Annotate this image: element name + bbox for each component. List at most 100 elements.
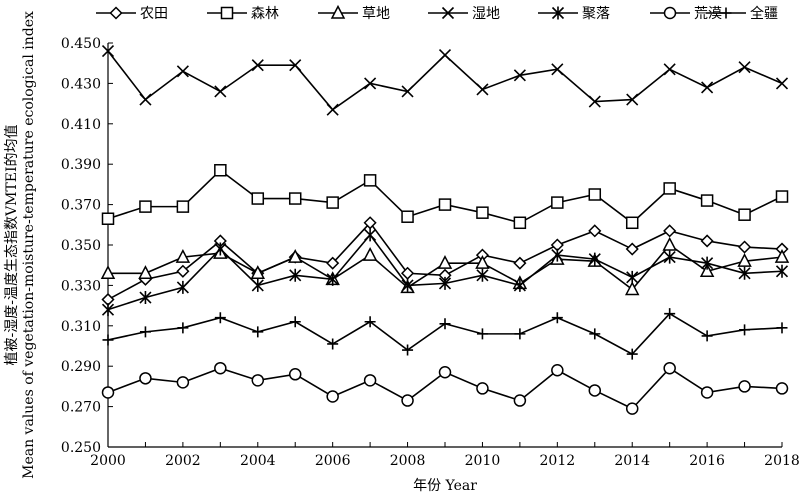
data-point bbox=[476, 328, 488, 340]
legend-label: 荒漠 bbox=[694, 6, 722, 22]
data-point bbox=[438, 198, 452, 211]
data-point bbox=[701, 81, 714, 94]
data-point bbox=[326, 390, 339, 403]
data-point bbox=[326, 103, 339, 116]
data-point bbox=[513, 69, 526, 82]
y-tick-label: 0.450 bbox=[61, 36, 101, 52]
data-point bbox=[251, 59, 264, 72]
data-point bbox=[364, 316, 376, 328]
data-point bbox=[513, 278, 526, 292]
data-point bbox=[214, 164, 227, 177]
x-tick-label: 2010 bbox=[465, 453, 501, 469]
x-tick-label: 2018 bbox=[764, 453, 800, 469]
data-point bbox=[139, 372, 152, 385]
legend-label: 湿地 bbox=[472, 6, 500, 22]
data-point bbox=[176, 200, 190, 213]
data-point bbox=[138, 265, 153, 280]
data-point bbox=[214, 361, 227, 375]
data-point bbox=[176, 65, 189, 78]
series-2 bbox=[101, 164, 789, 230]
y-tick-label: 0.410 bbox=[61, 117, 101, 133]
data-point bbox=[626, 270, 639, 284]
legend-label: 全疆 bbox=[750, 5, 778, 22]
data-point bbox=[326, 196, 339, 209]
data-point bbox=[176, 376, 190, 389]
data-point bbox=[327, 338, 339, 350]
data-point bbox=[326, 256, 340, 270]
data-point bbox=[663, 63, 676, 76]
data-point bbox=[699, 263, 715, 278]
data-point bbox=[776, 322, 788, 334]
data-point bbox=[475, 255, 490, 269]
data-point bbox=[513, 216, 527, 230]
x-tick-label: 2002 bbox=[165, 453, 201, 469]
data-point bbox=[251, 192, 265, 205]
y-tick-label: 0.370 bbox=[61, 198, 101, 214]
data-point bbox=[738, 208, 751, 221]
data-point bbox=[663, 182, 676, 195]
legend-label: 聚落 bbox=[582, 6, 610, 22]
data-point bbox=[326, 272, 339, 286]
y-tick-label: 0.390 bbox=[61, 157, 101, 173]
data-point bbox=[401, 278, 414, 292]
data-point bbox=[700, 386, 714, 399]
legend-label: 森林 bbox=[251, 6, 279, 22]
legend-label: 草地 bbox=[362, 6, 390, 22]
data-point bbox=[287, 248, 303, 263]
x-tick-label: 2006 bbox=[315, 453, 351, 469]
data-point bbox=[214, 85, 227, 98]
legend-item: 荒漠 bbox=[650, 6, 722, 22]
data-point bbox=[739, 324, 751, 336]
data-point bbox=[288, 368, 302, 381]
series-line bbox=[107, 169, 783, 224]
data-point bbox=[401, 394, 414, 407]
data-point bbox=[626, 348, 638, 360]
data-point bbox=[139, 326, 151, 338]
y-axis-title-cn: 植被-湿度-温度生态指数VMTEI的均值 bbox=[4, 125, 20, 366]
data-point bbox=[251, 374, 265, 387]
x-tick-label: 2000 bbox=[90, 453, 126, 469]
data-point bbox=[663, 250, 676, 264]
data-point bbox=[176, 280, 189, 294]
data-point bbox=[139, 93, 152, 106]
data-point bbox=[513, 256, 527, 270]
data-point bbox=[720, 7, 732, 19]
data-point bbox=[289, 268, 302, 282]
data-point bbox=[102, 334, 114, 346]
data-point bbox=[476, 206, 489, 219]
x-axis-ticks: 2000 2002 2004 2006 2008 2010 2012 2014 2016 2018 bbox=[90, 442, 800, 469]
data-point bbox=[737, 240, 752, 254]
data-point bbox=[625, 216, 639, 230]
data-point bbox=[663, 361, 676, 375]
data-point bbox=[588, 188, 602, 201]
x-tick-label: 2008 bbox=[390, 453, 426, 469]
legend-label: 农田 bbox=[140, 6, 168, 22]
data-point bbox=[588, 224, 602, 238]
legend-item: 全疆 bbox=[706, 5, 778, 22]
data-point bbox=[100, 265, 116, 280]
series-line bbox=[107, 50, 783, 111]
data-point bbox=[101, 303, 115, 317]
legend-item: 草地 bbox=[318, 4, 390, 22]
legend-item: 森林 bbox=[207, 6, 279, 22]
series-group bbox=[100, 45, 790, 415]
data-point bbox=[139, 200, 152, 213]
data-point bbox=[588, 384, 602, 397]
data-point bbox=[738, 380, 751, 393]
data-point bbox=[775, 382, 789, 395]
data-point bbox=[701, 330, 713, 342]
data-point bbox=[101, 212, 115, 225]
data-point bbox=[401, 210, 414, 223]
data-point bbox=[625, 402, 639, 415]
data-point bbox=[664, 308, 676, 320]
data-point bbox=[775, 77, 789, 90]
data-point bbox=[109, 6, 123, 20]
data-point bbox=[588, 252, 601, 266]
data-point bbox=[362, 246, 378, 261]
data-point bbox=[737, 253, 752, 267]
y-tick-label: 0.290 bbox=[61, 359, 101, 375]
y-axis-title-en: Mean values of vegetation-moisture-tempe… bbox=[21, 11, 37, 479]
data-point bbox=[363, 216, 377, 230]
data-point bbox=[662, 236, 677, 251]
data-point bbox=[514, 328, 526, 340]
